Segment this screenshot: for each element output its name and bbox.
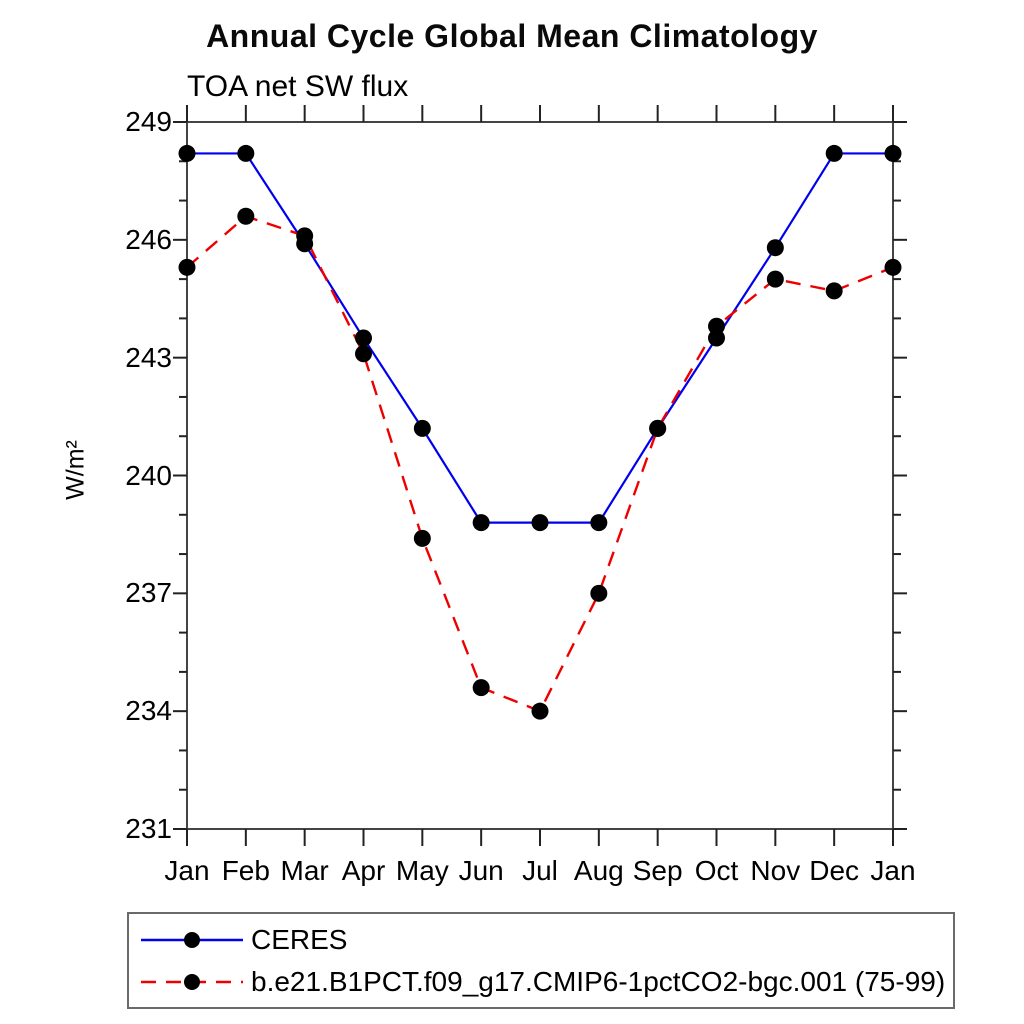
chart-subtitle: TOA net SW flux bbox=[187, 70, 409, 103]
y-tick-label: 234 bbox=[125, 695, 172, 727]
y-tick-label: 243 bbox=[125, 341, 172, 373]
x-tick-label: Sep bbox=[632, 855, 683, 886]
y-tick-label: 240 bbox=[125, 459, 172, 491]
y-tick-label: 246 bbox=[125, 223, 172, 255]
x-tick-label: Jul bbox=[522, 855, 558, 886]
y-tick-label: 249 bbox=[125, 106, 172, 137]
x-tick-label: Jan bbox=[164, 855, 210, 886]
chart-title: Annual Cycle Global Mean Climatology bbox=[206, 18, 818, 54]
legend-label-ceres: CERES bbox=[251, 924, 348, 955]
legend-item-ceres: CERES bbox=[129, 919, 953, 961]
x-tick-label: Mar bbox=[280, 855, 329, 886]
x-tick-label: Feb bbox=[221, 855, 270, 886]
legend-label-model: b.e21.B1PCT.f09_g17.CMIP6-1pctCO2-bgc.00… bbox=[251, 966, 946, 997]
legend-line-dashed-icon bbox=[141, 974, 243, 990]
legend-line-solid-icon bbox=[141, 932, 243, 948]
legend-item-model: b.e21.B1PCT.f09_g17.CMIP6-1pctCO2-bgc.00… bbox=[129, 961, 953, 1003]
y-tick-label: 231 bbox=[125, 813, 172, 844]
x-tick-label: Apr bbox=[341, 855, 386, 886]
x-tick-label: Jan bbox=[870, 855, 916, 886]
x-tick-label: May bbox=[395, 855, 449, 886]
x-tick-label: Dec bbox=[809, 855, 860, 886]
x-tick-label: Nov bbox=[750, 855, 801, 886]
legend: CERES b.e21.B1PCT.f09_g17.CMIP6-1pctCO2-… bbox=[127, 912, 955, 1009]
x-tick-label: Aug bbox=[573, 855, 624, 886]
x-tick-label: Jun bbox=[458, 855, 504, 886]
x-tick-label: Oct bbox=[694, 855, 739, 886]
y-tick-label: 237 bbox=[125, 577, 172, 609]
